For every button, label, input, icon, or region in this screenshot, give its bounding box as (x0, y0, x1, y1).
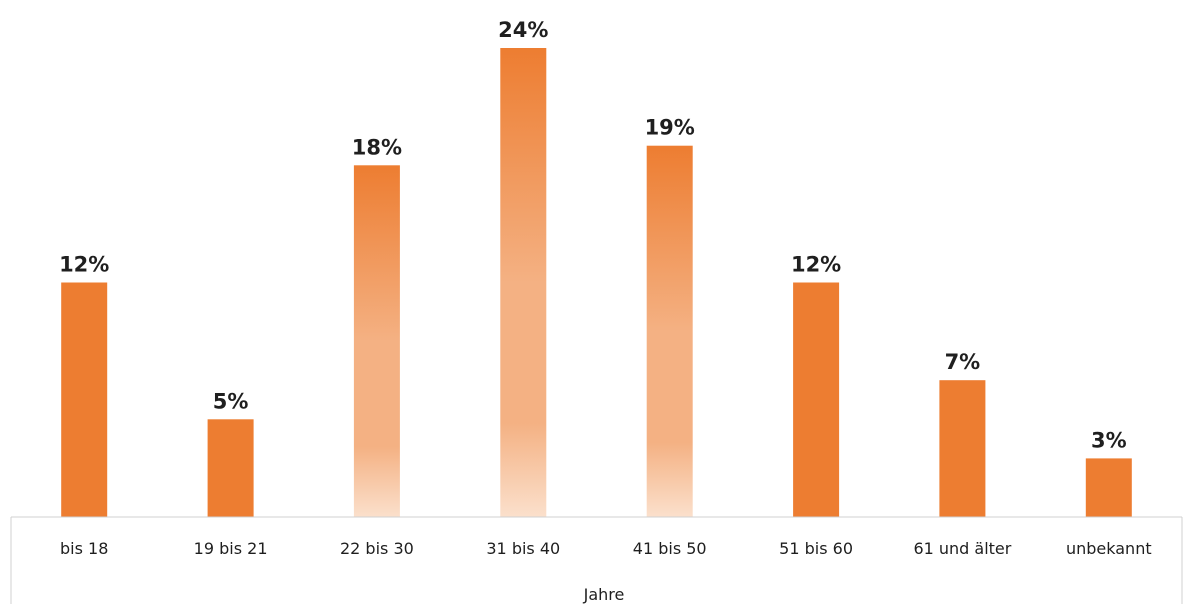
bar-6 (793, 282, 840, 517)
data-label-8: 3% (1091, 428, 1127, 452)
axis-group (10, 516, 1183, 604)
data-label-7: 7% (945, 350, 981, 374)
x-tick-label-2: 19 bis 21 (194, 539, 268, 558)
bar-3 (353, 165, 400, 518)
data-label-3: 18% (352, 135, 402, 159)
bar-8 (1085, 458, 1132, 517)
bar-5 (646, 145, 693, 517)
bars-group (61, 48, 1132, 518)
data-label-5: 19% (645, 116, 695, 140)
x-tick-label-5: 41 bis 50 (633, 539, 707, 558)
bar-2 (207, 419, 254, 517)
x-axis-title: Jahre (583, 585, 625, 604)
data-label-6: 12% (791, 253, 841, 277)
bar-1 (61, 282, 108, 517)
data-label-4: 24% (498, 18, 548, 42)
x-tick-label-3: 22 bis 30 (340, 539, 414, 558)
x-tick-label-1: bis 18 (60, 539, 108, 558)
data-label-2: 5% (213, 389, 249, 413)
x-tick-label-4: 31 bis 40 (486, 539, 560, 558)
data-label-1: 12% (59, 253, 109, 277)
x-tick-label-6: 51 bis 60 (779, 539, 853, 558)
bar-7 (939, 380, 986, 517)
x-tick-label-8: unbekannt (1066, 539, 1152, 558)
x-tick-label-7: 61 und älter (913, 539, 1011, 558)
bar-4 (500, 48, 547, 517)
labels-group: 12% bis 18 5% 19 bis 21 18% 22 bis 30 24% 31 bi… (59, 18, 1152, 558)
